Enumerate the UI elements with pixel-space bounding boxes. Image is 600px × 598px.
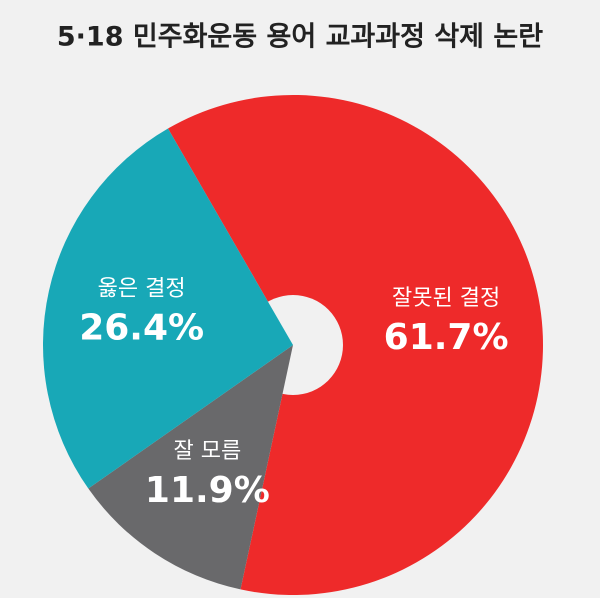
chart-title: 5·18 민주화운동 용어 교과과정 삭제 논란	[57, 22, 543, 53]
slice-label: 옳은 결정	[98, 277, 186, 302]
value-label: 11.9%	[145, 470, 270, 511]
pie-slice	[42, 128, 294, 489]
value-label: 26.4%	[79, 308, 204, 349]
slice-label: 잘 모름	[174, 439, 242, 464]
value-label: 61.7%	[384, 317, 509, 358]
pie-slice	[168, 95, 543, 595]
slice-label: 잘못된 결정	[392, 286, 500, 311]
pie-slice	[88, 345, 293, 590]
